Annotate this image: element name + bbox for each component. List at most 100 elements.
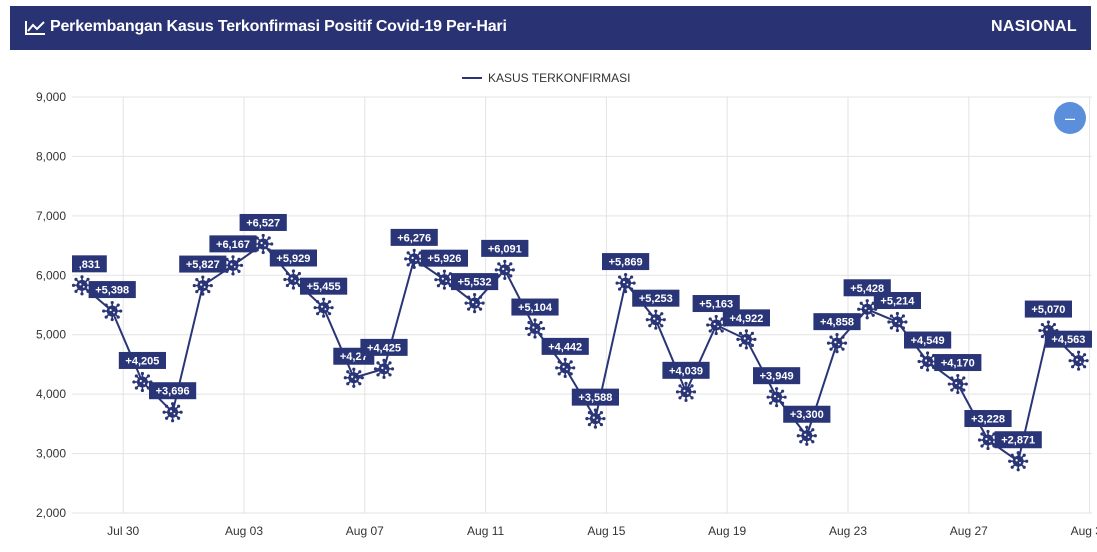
- data-label-box: [813, 313, 861, 331]
- virus-marker-icon[interactable]: [1008, 451, 1029, 472]
- virus-marker-icon[interactable]: [826, 333, 848, 354]
- data-label: +4,563: [1051, 334, 1085, 346]
- data-label-box: [179, 255, 227, 273]
- data-label-box: [1044, 330, 1092, 348]
- y-tick-label: 3,000: [36, 447, 66, 461]
- virus-marker-icon[interactable]: [857, 299, 878, 320]
- data-label: +2,871: [1001, 435, 1035, 447]
- data-labels: ,831 +5,398 +4,205 +3,696 +5,827 +6,167 +6,527…: [72, 213, 1092, 449]
- y-axis: 2,000 3,000 4,000 5,000 6,000 7,000 8,000 9,000: [36, 90, 66, 520]
- data-label-box: [753, 367, 801, 385]
- data-label: +3,588: [578, 392, 612, 404]
- virus-marker-icon[interactable]: [766, 387, 787, 408]
- virus-marker-icon[interactable]: [373, 358, 395, 379]
- data-label-box: [994, 431, 1042, 449]
- data-label-box: [451, 273, 499, 291]
- data-label: +3,228: [971, 414, 1005, 426]
- data-label: +4,039: [669, 365, 703, 377]
- legend-label: KASUS TERKONFIRMASI: [488, 71, 631, 85]
- data-label-box: [209, 235, 257, 253]
- x-tick-label: Jul 30: [107, 524, 139, 538]
- data-label: +5,532: [458, 277, 492, 289]
- virus-marker-icon[interactable]: [313, 297, 334, 318]
- virus-marker-icon[interactable]: [947, 373, 968, 395]
- data-label-box: [783, 405, 831, 423]
- virus-marker-icon[interactable]: [645, 309, 666, 330]
- data-label: +6,276: [397, 232, 431, 244]
- data-label-box: [632, 289, 680, 307]
- data-label: +5,869: [609, 257, 643, 269]
- data-label-box: [511, 298, 559, 316]
- data-label-box: [269, 249, 317, 267]
- x-tick-label: Aug 31: [1071, 524, 1097, 538]
- virus-marker-icon[interactable]: [796, 425, 817, 446]
- virus-marker-icon[interactable]: [102, 300, 123, 322]
- virus-marker-icon[interactable]: [555, 357, 576, 378]
- virus-marker-icon[interactable]: [675, 381, 697, 402]
- virus-marker-icon[interactable]: [585, 408, 606, 429]
- data-label-box: [149, 382, 197, 400]
- data-label-box: [300, 277, 348, 295]
- data-label-box: [873, 291, 921, 309]
- data-label: +4,442: [548, 341, 582, 353]
- legend-swatch: [462, 77, 482, 79]
- x-tick-label: Aug 19: [708, 524, 746, 538]
- data-label: +5,070: [1031, 304, 1065, 316]
- virus-marker-icon[interactable]: [494, 259, 515, 280]
- data-label-box: [118, 351, 166, 369]
- data-label: +4,425: [367, 342, 401, 354]
- y-tick-label: 9,000: [36, 90, 66, 104]
- data-label: +5,827: [186, 259, 220, 271]
- virus-marker-icon[interactable]: [464, 292, 485, 314]
- virus-marker-icon[interactable]: [162, 402, 183, 423]
- virus-marker-icon[interactable]: [343, 367, 364, 388]
- legend-item[interactable]: KASUS TERKONFIRMASI: [462, 70, 630, 86]
- y-tick-label: 8,000: [36, 149, 66, 163]
- data-label: +6,527: [246, 217, 280, 229]
- x-tick-label: Aug 23: [829, 524, 867, 538]
- data-label-box: [420, 249, 468, 267]
- header-bar: Perkembangan Kasus Terkonfirmasi Positif…: [10, 6, 1091, 50]
- data-label-box: [722, 309, 770, 327]
- chart-title: Perkembangan Kasus Terkonfirmasi Positif…: [50, 18, 507, 35]
- data-label: +5,163: [699, 299, 733, 311]
- series-kasus: [71, 233, 1089, 472]
- data-label-box: [571, 388, 619, 406]
- data-label: +4,549: [911, 335, 945, 347]
- zoom-out-button[interactable]: –: [1054, 102, 1086, 134]
- data-label-box: [1024, 300, 1072, 318]
- y-tick-label: 2,000: [36, 506, 66, 520]
- data-label-box: [360, 338, 408, 356]
- data-label: +3,696: [156, 386, 190, 398]
- data-label-box: [481, 239, 529, 257]
- virus-marker-icon[interactable]: [736, 329, 757, 350]
- data-label-box: [602, 253, 650, 271]
- data-label-box: [541, 337, 589, 355]
- data-label: +5,455: [307, 281, 341, 293]
- x-tick-label: Aug 15: [587, 524, 625, 538]
- data-label-box: [88, 281, 136, 299]
- virus-marker-icon[interactable]: [887, 311, 908, 333]
- virus-marker-icon[interactable]: [524, 318, 546, 339]
- y-tick-label: 4,000: [36, 387, 66, 401]
- virus-marker-icon[interactable]: [192, 275, 213, 296]
- data-label: +6,167: [216, 239, 250, 251]
- virus-marker-icon[interactable]: [615, 272, 636, 294]
- data-label: +5,104: [518, 302, 553, 314]
- line-chart-icon: [25, 21, 45, 35]
- data-label: +5,929: [276, 253, 310, 265]
- virus-marker-icon[interactable]: [222, 255, 244, 276]
- data-label-box: [72, 255, 107, 273]
- virus-marker-icon[interactable]: [1068, 350, 1089, 371]
- data-label-box: [662, 361, 710, 379]
- data-label: +3,949: [760, 371, 794, 383]
- virus-marker-icon[interactable]: [917, 351, 938, 372]
- data-label-box: [239, 213, 287, 231]
- data-label: +5,214: [880, 295, 915, 307]
- data-label: +4,205: [125, 355, 159, 367]
- data-label: +4,170: [941, 358, 975, 370]
- region-label[interactable]: NASIONAL: [991, 18, 1077, 35]
- data-label: +4,858: [820, 317, 854, 329]
- x-tick-label: Aug 03: [225, 524, 263, 538]
